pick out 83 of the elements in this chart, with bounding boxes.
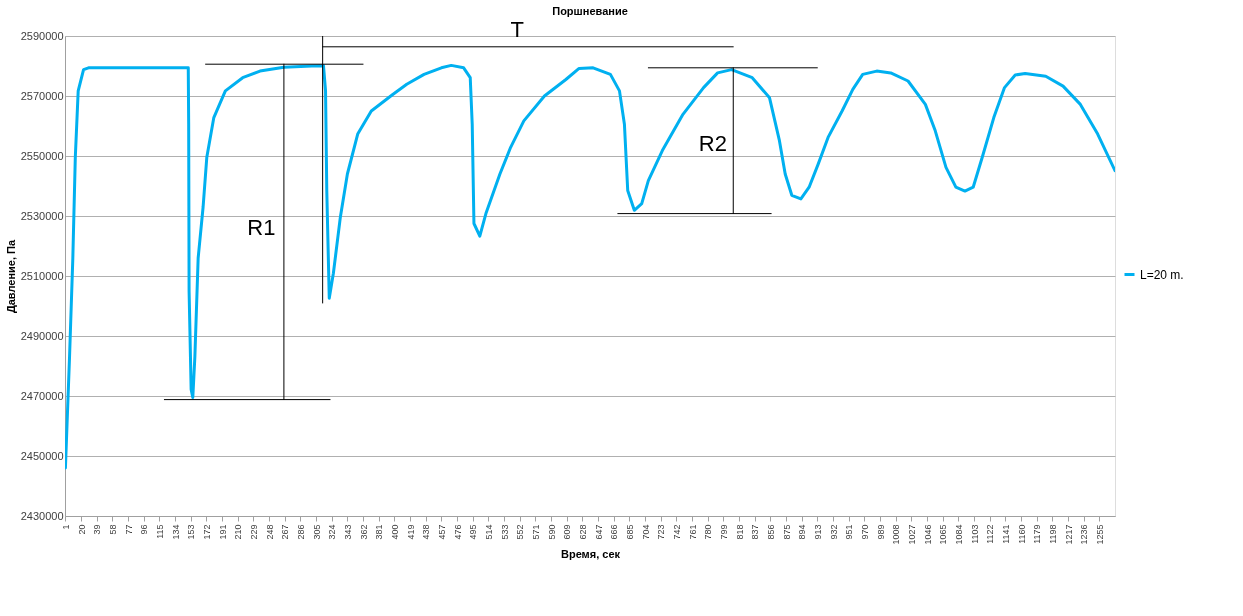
y-tick-label: 2530000 [20,209,64,222]
x-tick-label: 343 [342,524,353,540]
x-tick-label: 685 [624,524,635,540]
x-tick-label: 419 [405,524,416,540]
x-tick-label: 818 [734,524,745,540]
x-tick-label: 305 [311,524,322,540]
x-tick-label: 267 [280,524,291,540]
x-tick-label: 609 [562,524,573,540]
x-tick-label: 1179 [1032,524,1043,544]
x-tick-label: 799 [718,524,729,540]
x-tick-label: 191 [217,524,228,540]
x-tick-label: 875 [781,524,792,540]
x-tick-label: 1103 [969,524,980,544]
x-tick-label: 476 [452,524,463,540]
x-tick-label: 381 [374,524,385,540]
y-tick-label: 2550000 [20,149,64,162]
x-tick-label: 742 [671,524,682,540]
chart-title: Поршневание [552,5,628,17]
x-tick-label: 837 [750,524,761,540]
x-tick-label: 324 [327,524,338,540]
x-tick-label: 58 [107,524,118,535]
annotation: R1 [247,215,276,240]
x-tick-label: 495 [468,524,479,540]
x-tick-label: 438 [421,524,432,540]
x-tick-label: 115 [154,524,165,539]
x-tick-label: 932 [828,524,839,540]
x-tick-label: 533 [499,524,510,540]
x-tick-label: 1 [60,524,71,530]
x-axis-title: Время, сек [560,547,621,560]
x-tick-label: 1046 [922,524,933,545]
x-tick-label: 153 [186,524,197,540]
x-tick-label: 913 [812,524,823,540]
y-tick-label: 2470000 [20,389,64,402]
x-tick-label: 1065 [938,524,949,545]
x-tick-label: 1008 [891,524,902,545]
x-tick-label: 248 [264,524,275,540]
x-tick-label: 20 [76,524,87,535]
x-tick-label: 970 [859,524,870,540]
y-tick-label: 2570000 [20,89,64,102]
x-tick-label: 1236 [1079,524,1090,545]
x-tick-label: 856 [765,524,776,540]
y-tick-label: 2510000 [20,269,64,282]
x-tick-label: 1084 [953,524,964,545]
x-tick-label: 134 [170,524,181,540]
x-tick-label: 400 [389,524,400,540]
annotation: R2 [698,131,727,156]
x-tick-label: 894 [797,524,808,540]
x-tick-label: 1217 [1063,524,1074,545]
x-tick-label: 951 [844,524,855,540]
x-tick-label: 39 [92,524,103,535]
x-tick-label: 628 [577,524,588,540]
x-tick-label: 514 [483,524,494,540]
x-tick-label: 1027 [906,524,917,545]
x-tick-label: 989 [875,524,886,540]
y-tick-label: 2430000 [20,509,64,522]
x-tick-label: 210 [233,524,244,540]
x-tick-label: 704 [640,524,651,540]
x-tick-label: 1198 [1047,524,1058,544]
x-tick-label: 457 [436,524,447,540]
x-tick-label: 1122 [985,524,996,544]
x-tick-label: 229 [248,524,259,540]
annotation: T [510,17,524,42]
x-tick-label: 552 [515,524,526,540]
x-tick-label: 172 [201,524,212,540]
x-tick-label: 77 [123,524,134,535]
x-tick-label: 362 [358,524,369,540]
y-axis-title: Давление, Па [4,239,17,314]
legend-label: L=20 m. [1140,267,1184,282]
y-tick-label: 2590000 [20,29,64,42]
x-tick-label: 647 [593,524,604,540]
x-tick-label: 571 [530,524,541,540]
x-tick-label: 1141 [1000,524,1011,544]
x-tick-label: 780 [703,524,714,540]
x-tick-label: 761 [687,524,698,540]
x-tick-label: 723 [656,524,667,540]
x-tick-label: 1255 [1094,524,1105,545]
x-tick-label: 1160 [1016,524,1027,544]
x-tick-label: 286 [295,524,306,540]
x-tick-label: 666 [609,524,620,540]
x-tick-label: 590 [546,524,557,540]
x-tick-label: 96 [139,524,150,535]
y-tick-label: 2490000 [20,329,64,342]
y-tick-label: 2450000 [20,449,64,462]
